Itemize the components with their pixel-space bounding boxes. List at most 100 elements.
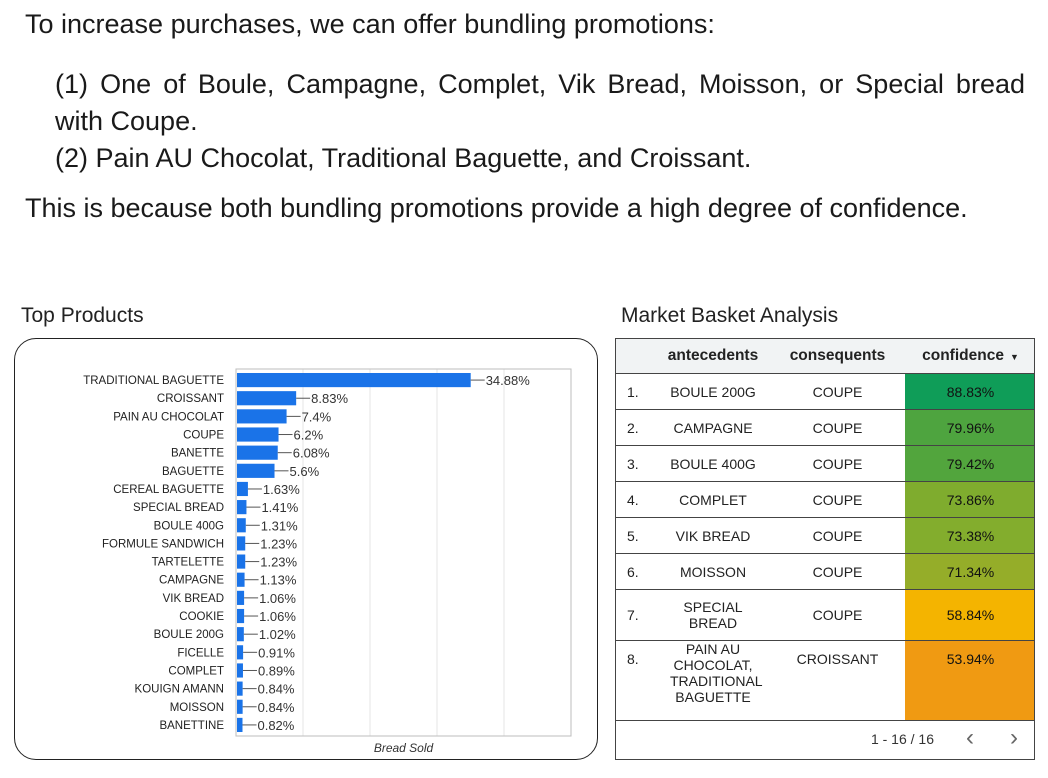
category-label: FICELLE	[177, 647, 224, 659]
consequents-cell: COUPE	[770, 553, 905, 590]
header-antecedents[interactable]: antecedents	[656, 339, 770, 374]
antecedents-cell: BOULE 400G	[656, 445, 770, 482]
row-index: 6.	[616, 553, 656, 590]
data-label: 0.89%	[258, 663, 295, 678]
category-label: COOKIE	[179, 611, 224, 623]
data-label: 0.82%	[257, 718, 294, 733]
header-consequents[interactable]: consequents	[770, 339, 905, 374]
data-label: 7.4%	[302, 409, 332, 424]
bar	[237, 391, 297, 406]
rules-table: antecedents consequents confidence ▼ 1. BO…	[616, 339, 1034, 721]
bar	[237, 663, 243, 678]
confidence-cell: 58.84%	[905, 589, 1034, 641]
data-label: 1.06%	[259, 591, 296, 606]
consequents-cell: CROISSANT	[770, 640, 905, 721]
bar	[237, 608, 245, 624]
category-label: COUPE	[183, 430, 224, 442]
confidence-cell: 73.38%	[905, 517, 1034, 554]
plot-area	[235, 368, 572, 737]
pagination-text: 1 - 16 / 16	[870, 731, 934, 747]
bar	[237, 409, 287, 424]
bar	[237, 372, 471, 388]
confidence-cell: 79.42%	[905, 445, 1034, 482]
category-label: CROISSANT	[157, 393, 224, 405]
table-row[interactable]: 4. COMPLET COUPE 73.86%	[616, 481, 1034, 518]
row-index: 8.	[616, 640, 656, 721]
bar	[237, 717, 243, 733]
category-label: SPECIAL BREAD	[133, 502, 224, 514]
chart-title: Top Products	[21, 304, 144, 327]
antecedents-cell: CAMPAGNE	[656, 409, 770, 446]
table-row[interactable]: 2. CAMPAGNE COUPE 79.96%	[616, 409, 1034, 446]
consequents-cell: COUPE	[770, 373, 905, 410]
category-label: CEREAL BAGUETTE	[113, 484, 224, 496]
table-pagination: 1 - 16 / 16 ‹ ›	[616, 721, 1034, 759]
antecedents-cell: BOULE 200G	[656, 373, 770, 410]
category-label: COMPLET	[168, 665, 224, 677]
confidence-cell: 53.94%	[905, 640, 1034, 721]
category-label: BAGUETTE	[162, 466, 224, 478]
data-label: 1.06%	[259, 609, 296, 624]
data-label: 5.6%	[290, 464, 320, 479]
data-label: 1.63%	[263, 482, 300, 497]
data-label: 6.08%	[293, 446, 330, 461]
data-label: 1.23%	[260, 536, 297, 551]
table-title: Market Basket Analysis	[621, 304, 839, 327]
bar	[237, 645, 244, 660]
table-row[interactable]: 7. SPECIAL BREAD COUPE 58.84%	[616, 589, 1034, 641]
data-label: 8.83%	[311, 391, 348, 406]
bar	[237, 699, 243, 714]
confidence-cell: 71.34%	[905, 553, 1034, 590]
data-label: 0.84%	[258, 682, 295, 697]
antecedents-cell: SPECIAL BREAD	[656, 589, 770, 641]
header-index	[616, 339, 656, 374]
consequents-cell: COUPE	[770, 481, 905, 518]
category-label: KOUIGN AMANN	[135, 684, 224, 696]
intro-text: To increase purchases, we can offer bund…	[25, 9, 715, 39]
consequents-cell: COUPE	[770, 517, 905, 554]
chevron-right-icon[interactable]: ›	[1010, 724, 1018, 751]
category-label: FORMULE SANDWICH	[102, 538, 224, 550]
table-row[interactable]: 8. PAIN AU CHOCOLAT, TRADITIONAL BAGUETTE…	[616, 640, 1034, 721]
data-label: 0.84%	[258, 700, 295, 715]
bar	[237, 427, 279, 442]
row-index: 2.	[616, 409, 656, 446]
category-label: BOULE 200G	[154, 629, 224, 641]
consequents-cell: COUPE	[770, 409, 905, 446]
antecedents-cell: COMPLET	[656, 481, 770, 518]
table-row[interactable]: 1. BOULE 200G COUPE 88.83%	[616, 373, 1034, 410]
bar	[237, 554, 246, 569]
row-index: 3.	[616, 445, 656, 482]
bar	[237, 500, 247, 515]
bar-chart-svg: TRADITIONAL BAGUETTE 34.88% CROISSANT 8.83%…	[83, 368, 572, 755]
table-row[interactable]: 6. MOISSON COUPE 71.34%	[616, 553, 1034, 590]
top-products-chart: TRADITIONAL BAGUETTE 34.88% CROISSANT 8.83%…	[14, 338, 598, 760]
bar	[237, 681, 243, 696]
category-label: TRADITIONAL BAGUETTE	[83, 375, 224, 387]
category-label: MOISSON	[170, 702, 224, 714]
category-label: BANETTINE	[159, 720, 224, 732]
confidence-cell: 79.96%	[905, 409, 1034, 446]
category-label: BANETTE	[171, 448, 224, 460]
bar	[237, 463, 275, 478]
confidence-cell: 73.86%	[905, 481, 1034, 518]
bar	[237, 536, 246, 551]
header-confidence-label: confidence	[922, 347, 1004, 364]
antecedents-cell: MOISSON	[656, 553, 770, 590]
antecedents-cell: PAIN AU CHOCOLAT, TRADITIONAL BAGUETTE	[656, 640, 770, 721]
bar	[237, 518, 246, 533]
confidence-cell: 88.83%	[905, 373, 1034, 410]
header-confidence[interactable]: confidence ▼	[905, 339, 1034, 374]
table-row[interactable]: 5. VIK BREAD COUPE 73.38%	[616, 517, 1034, 554]
promotion-item-1: (1) One of Boule, Campagne, Complet, Vik…	[55, 69, 1025, 136]
category-label: BOULE 400G	[154, 520, 224, 532]
chevron-left-icon[interactable]: ‹	[966, 724, 974, 751]
data-label: 0.91%	[258, 645, 295, 660]
sort-desc-icon[interactable]: ▼	[1009, 352, 1019, 362]
row-index: 7.	[616, 589, 656, 641]
x-axis-title: Bread Sold	[374, 741, 434, 755]
table-row[interactable]: 3. BOULE 400G COUPE 79.42%	[616, 445, 1034, 482]
category-label: VIK BREAD	[163, 593, 224, 605]
row-index: 4.	[616, 481, 656, 518]
conclusion-text: This is because both bundling promotions…	[25, 193, 968, 223]
